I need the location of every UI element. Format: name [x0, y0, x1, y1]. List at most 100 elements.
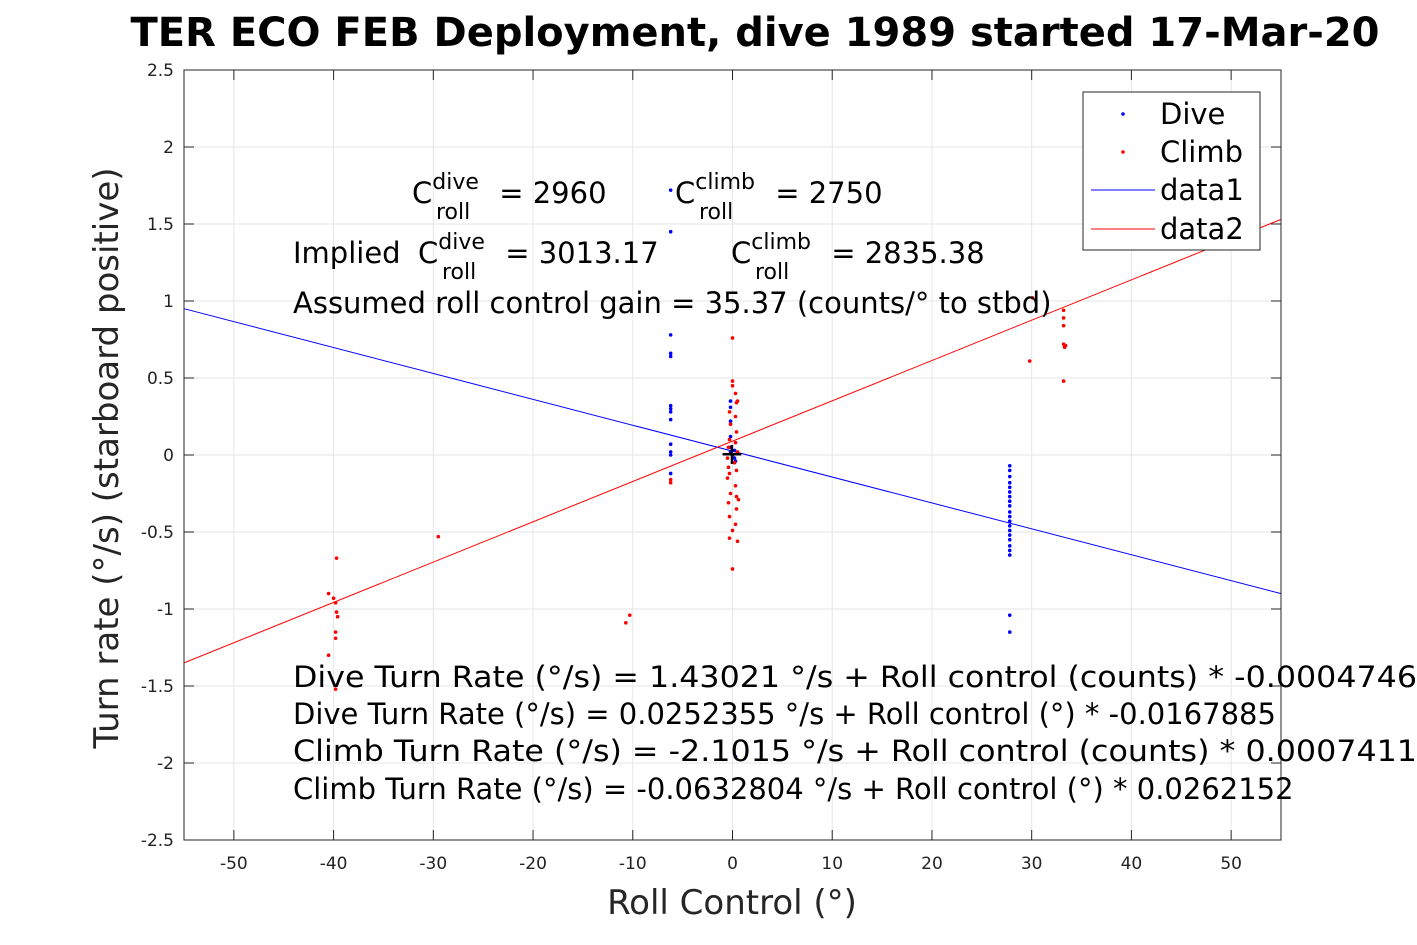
point-dive — [668, 403, 673, 408]
point-dive — [668, 417, 673, 422]
point-climb — [335, 614, 340, 619]
point-climb — [623, 621, 628, 625]
point-climb — [733, 522, 738, 527]
implied-dive-value: = 3013.17 — [496, 236, 659, 270]
point-climb — [326, 591, 331, 596]
point-climb — [735, 539, 740, 544]
fit-lines — [183, 218, 1282, 664]
c-roll-climb-sup: climb — [695, 170, 755, 195]
x-tick-label: -50 — [220, 854, 248, 874]
c-roll-dive-sub: roll — [436, 200, 470, 225]
x-axis-label: Roll Control (°) — [607, 883, 857, 923]
point-dive — [1007, 468, 1012, 473]
point-climb — [333, 687, 338, 691]
point-climb — [1061, 308, 1066, 313]
point-dive — [1007, 519, 1012, 524]
point-dive — [732, 456, 737, 460]
point-dive — [733, 755, 738, 759]
annotation-eq3: Climb Turn Rate (°/s) = -2.1015 °/s + Ro… — [293, 734, 1417, 768]
point-climb — [727, 471, 732, 476]
point-dive — [1007, 544, 1012, 548]
legend-label-data2: data2 — [1160, 212, 1244, 246]
y-tick-label: -2.5 — [141, 831, 174, 851]
y-tick-label: -0.5 — [141, 523, 174, 543]
legend-label-dive: Dive — [1160, 97, 1225, 131]
annotation-c-roll-climb: Cclimb roll = 2750 — [675, 170, 883, 225]
point-dive — [668, 450, 673, 454]
data-marks — [183, 188, 1282, 759]
y-tick-label: -1.5 — [141, 677, 174, 697]
point-dive — [1007, 490, 1012, 494]
point-dive — [668, 471, 673, 476]
point-climb — [436, 534, 441, 539]
point-climb — [727, 410, 732, 414]
y-tick-label: 0.5 — [147, 369, 174, 389]
point-climb — [734, 507, 739, 511]
x-tick-label: -10 — [619, 854, 647, 874]
point-climb — [333, 601, 338, 605]
y-tick-label: 1.5 — [147, 215, 174, 235]
point-dive — [728, 399, 733, 403]
point-climb — [733, 414, 738, 419]
point-dive — [1007, 528, 1012, 533]
point-climb — [726, 465, 731, 470]
legend-marker-climb — [1121, 150, 1125, 154]
point-climb — [668, 477, 673, 482]
implied-dive-base: C — [418, 236, 438, 270]
point-climb — [734, 430, 739, 434]
point-dive — [1007, 514, 1012, 519]
point-dive — [1007, 630, 1012, 634]
legend-box — [1082, 91, 1261, 251]
implied-dive-sup: dive — [438, 230, 485, 255]
point-climb — [733, 484, 738, 488]
y-tick-label: -1 — [157, 600, 174, 620]
point-climb — [734, 494, 739, 499]
chart-title: TER ECO FEB Deployment, dive 1989 starte… — [130, 10, 1379, 56]
axis-ticks: -50 -40 -30 -20 -10 0 10 20 30 40 50-2.5-2-1.5-1-0… — [141, 61, 1281, 874]
point-dive — [1007, 494, 1012, 499]
point-climb — [730, 379, 735, 383]
point-climb — [733, 440, 738, 445]
point-climb — [627, 613, 632, 617]
c-roll-climb-sub: roll — [699, 200, 733, 225]
point-climb — [726, 445, 731, 450]
series-line-data2 — [183, 218, 1282, 664]
point-climb — [727, 536, 732, 540]
point-climb — [728, 422, 733, 427]
point-climb — [334, 610, 339, 614]
point-dive — [1007, 485, 1012, 490]
point-dive — [668, 407, 673, 411]
annotation-implied-climb: Cclimb roll = 2835.38 — [731, 230, 985, 285]
point-dive — [1007, 499, 1012, 504]
point-dive — [1007, 504, 1012, 508]
x-tick-label: 20 — [921, 854, 943, 874]
point-dive — [668, 229, 673, 234]
point-climb — [727, 437, 732, 442]
legend-label-climb: Climb — [1160, 135, 1243, 169]
point-dive — [668, 453, 673, 457]
point-dive — [728, 450, 733, 454]
y-tick-label: 2 — [163, 138, 174, 158]
annotation-eq2: Dive Turn Rate (°/s) = 0.0252355 °/s + R… — [293, 697, 1276, 731]
annotation-c-roll-dive: Cdive roll = 2960 — [412, 170, 607, 225]
point-climb — [1027, 359, 1032, 363]
point-climb — [734, 468, 739, 473]
implied-climb-sup: climb — [751, 230, 811, 255]
point-climb — [1030, 296, 1035, 300]
legend-marker-dive — [1121, 112, 1125, 116]
point-dive — [668, 410, 673, 414]
point-dive — [730, 453, 735, 457]
point-climb — [334, 556, 339, 560]
implied-climb-sub: roll — [755, 260, 789, 285]
implied-prefix: Implied — [293, 236, 410, 270]
c-roll-climb-base: C — [675, 176, 695, 210]
point-climb — [1061, 316, 1066, 320]
point-dive — [668, 442, 673, 447]
point-climb — [730, 528, 735, 533]
y-axis-label: Turn rate (°/s) (starboard positive) — [87, 167, 127, 749]
point-climb — [1061, 323, 1066, 328]
point-climb — [1061, 379, 1066, 383]
point-climb — [735, 450, 740, 454]
point-climb — [728, 491, 733, 496]
